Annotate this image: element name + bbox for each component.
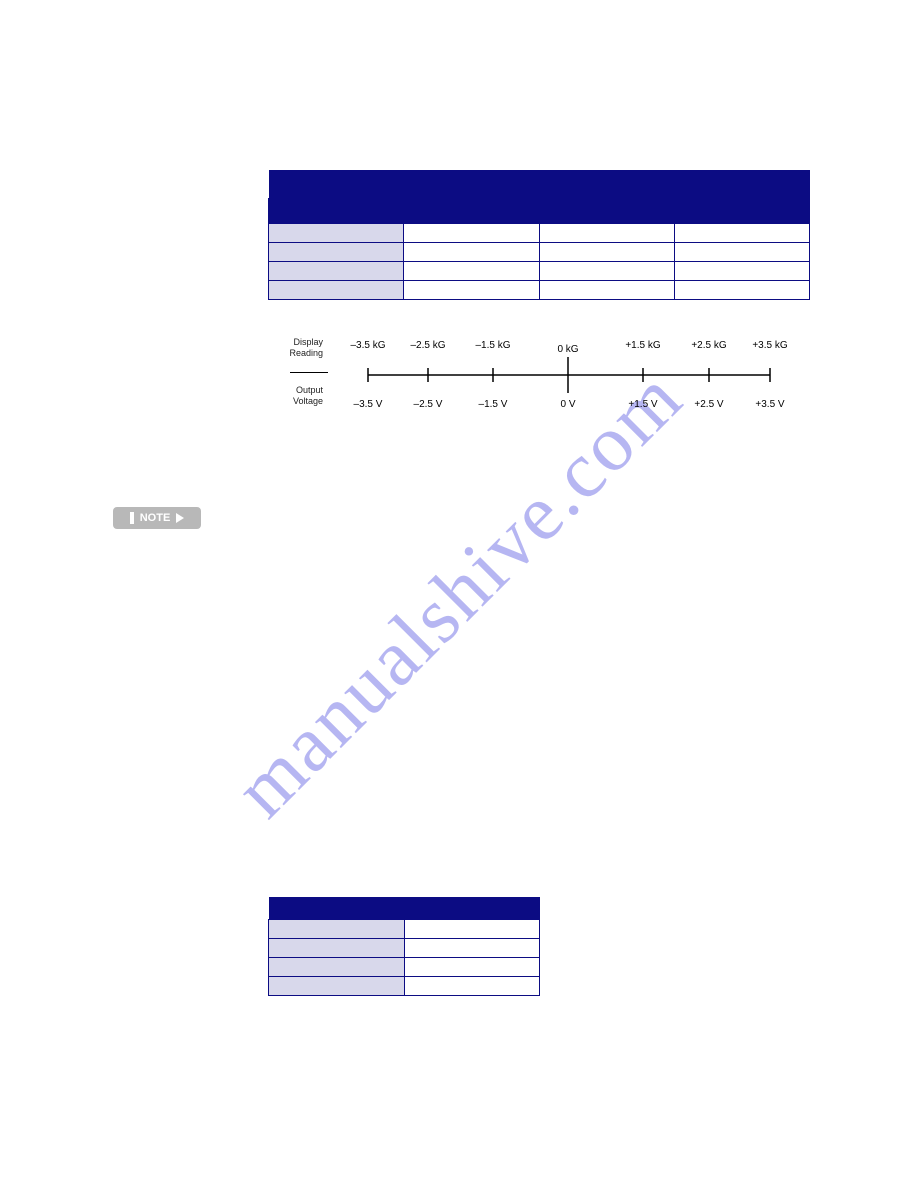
table-1-cell	[269, 280, 404, 299]
table-row	[269, 976, 540, 995]
table-1-title-row	[269, 170, 810, 198]
table-1-cell	[404, 242, 539, 261]
table-2	[268, 897, 540, 996]
table-row	[269, 938, 540, 957]
table-1	[268, 170, 810, 300]
number-line-svg: –3.5 kG –3.5 V –2.5 kG –2.5 V –1.5 kG –1.5 V 0…	[268, 330, 810, 430]
svg-text:+3.5 kG: +3.5 kG	[752, 340, 788, 351]
table-1-header-3	[539, 198, 674, 223]
svg-text:0 V: 0 V	[560, 399, 575, 410]
table-2-cell	[404, 957, 540, 976]
table-1-cell	[539, 261, 674, 280]
table-1-header-4	[674, 198, 809, 223]
table-1-cell	[404, 261, 539, 280]
table-row	[269, 957, 540, 976]
svg-text:–2.5 V: –2.5 V	[414, 399, 443, 410]
table-1-header-1	[269, 198, 404, 223]
table-1-cell	[539, 280, 674, 299]
table-2-cell	[404, 919, 540, 938]
svg-text:+2.5 kG: +2.5 kG	[691, 340, 727, 351]
table-2-header-cell	[269, 897, 540, 919]
number-line-diagram: Display Reading Output Voltage –3.5 kG–3…	[268, 330, 810, 430]
table-1-cell	[404, 223, 539, 242]
table-2-cell	[269, 976, 405, 995]
svg-text:–3.5 kG: –3.5 kG	[350, 340, 385, 351]
note-badge-marker	[130, 512, 134, 524]
table-1-cell	[404, 280, 539, 299]
table-1-header-2	[404, 198, 539, 223]
table-row	[269, 242, 810, 261]
svg-text:–2.5 kG: –2.5 kG	[410, 340, 445, 351]
table-1-header-row	[269, 198, 810, 223]
table-2-cell	[269, 938, 405, 957]
table-1-cell	[674, 223, 809, 242]
table-2-header-row	[269, 897, 540, 919]
svg-text:+2.5 V: +2.5 V	[694, 399, 724, 410]
svg-text:+1.5 V: +1.5 V	[628, 399, 658, 410]
table-1-cell	[539, 242, 674, 261]
table-2-cell	[269, 957, 405, 976]
svg-text:–3.5 V: –3.5 V	[354, 399, 383, 410]
svg-text:+3.5 V: +3.5 V	[755, 399, 785, 410]
table-2-cell	[404, 976, 540, 995]
table-1-cell	[539, 223, 674, 242]
table-2-cell	[269, 919, 405, 938]
table-row	[269, 919, 540, 938]
note-badge: NOTE	[113, 507, 201, 529]
table-row	[269, 223, 810, 242]
note-badge-text: NOTE	[140, 512, 171, 524]
svg-text:–1.5 kG: –1.5 kG	[475, 340, 510, 351]
chevron-right-icon	[176, 513, 184, 523]
table-1-cell	[269, 242, 404, 261]
table-1-title-cell	[269, 170, 810, 198]
table-1-cell	[674, 261, 809, 280]
table-1-cell	[269, 261, 404, 280]
svg-text:–1.5 V: –1.5 V	[479, 399, 508, 410]
table-row	[269, 280, 810, 299]
table-2-cell	[404, 938, 540, 957]
table-1-cell	[674, 242, 809, 261]
table-row	[269, 261, 810, 280]
table-1-cell	[269, 223, 404, 242]
svg-text:0 kG: 0 kG	[557, 344, 578, 355]
svg-text:+1.5 kG: +1.5 kG	[625, 340, 661, 351]
page: manualshive.com	[0, 0, 918, 1188]
table-1-cell	[674, 280, 809, 299]
